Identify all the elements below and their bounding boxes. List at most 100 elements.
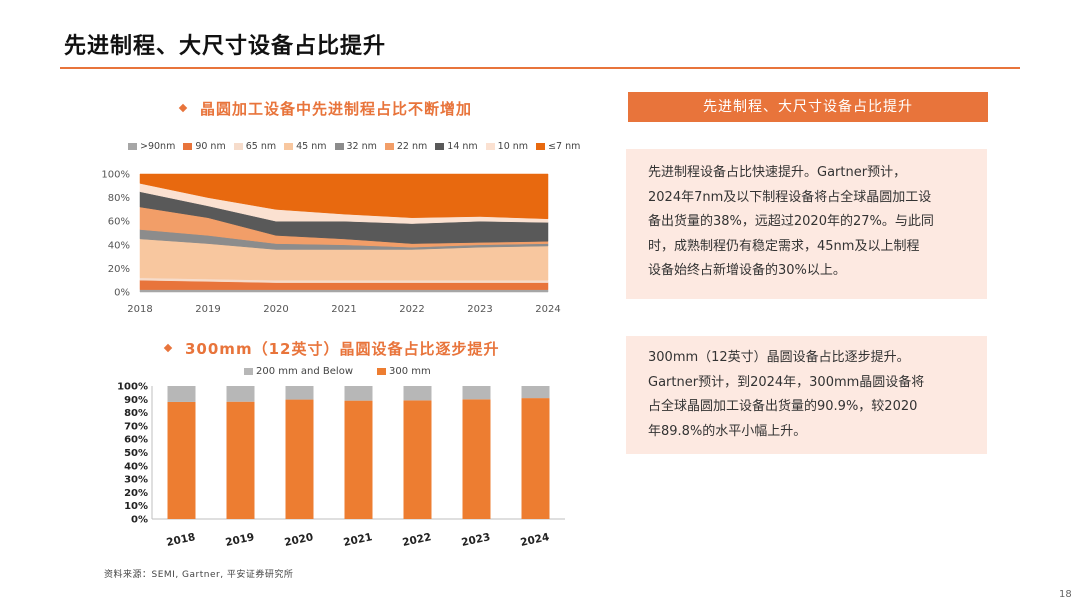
y-tick-label: 80% — [108, 193, 130, 204]
summary-line: Gartner预计，到2024年，300mm晶圆设备将 — [648, 374, 925, 390]
bar-chart-title: 300mm（12英寸）晶圆设备占比逐步提升 — [163, 338, 500, 359]
legend-swatch — [435, 143, 445, 150]
y-tick-label: 20% — [124, 488, 148, 499]
y-tick-label: 90% — [124, 395, 148, 406]
bar-segment — [521, 386, 550, 399]
summary-line: 先进制程设备占比快速提升。Gartner预计， — [648, 165, 907, 180]
legend-label: 32 nm — [346, 141, 377, 152]
y-tick-label: 60% — [108, 217, 130, 228]
legend-item: ≤7 nm — [536, 141, 580, 152]
summary-line: 备出货量的38%，远超过2020年的27%。与此同 — [648, 214, 934, 229]
legend-swatch — [334, 143, 344, 150]
y-tick-label: 70% — [124, 421, 148, 432]
y-tick-label: 40% — [108, 240, 130, 251]
x-tick-label: 2024 — [519, 531, 550, 549]
x-tick-label: 2020 — [263, 304, 288, 315]
bar-segment — [344, 400, 373, 519]
bar-segment — [285, 386, 314, 400]
y-tick-label: 100% — [117, 382, 148, 393]
legend-swatch — [485, 143, 495, 150]
x-tick-label: 2022 — [399, 304, 424, 315]
legend-label: 90 nm — [195, 141, 226, 152]
diamond-bullet-icon — [178, 103, 188, 112]
page-number: 18 — [1059, 589, 1072, 600]
legend-label: 14 nm — [447, 141, 478, 152]
bar-segment — [285, 399, 314, 519]
x-tick-label: 2019 — [195, 304, 220, 315]
area-series — [139, 289, 549, 293]
legend-item: 22 nm — [384, 141, 428, 152]
legend-swatch — [284, 143, 294, 150]
bar-segment — [226, 401, 255, 519]
bar-chart: 0% 10% 20% 30% 40% 50% 60% 70% 80% 90% 100% 2018 201… — [117, 382, 565, 549]
x-tick-label: 2018 — [165, 531, 196, 549]
legend-label: 22 nm — [396, 141, 428, 152]
x-tick-label: 2024 — [535, 304, 560, 315]
legend-swatch — [183, 143, 193, 150]
legend-swatch — [536, 143, 546, 150]
legend-label: 200 mm and Below — [256, 366, 354, 377]
legend-item: 14 nm — [435, 141, 478, 152]
x-tick-label: 2019 — [224, 531, 255, 549]
panel-header: 先进制程、大尺寸设备占比提升 — [628, 92, 988, 122]
legend-label: 300 mm — [389, 366, 431, 377]
legend-swatch — [128, 143, 137, 150]
y-tick-label: 0% — [114, 288, 130, 299]
area-chart: 0% 20% 40% 60% 80% 100% 2018 2019 2020 2021 2022 20… — [101, 170, 560, 316]
bar-segment — [521, 398, 550, 519]
bar-chart-title-text: 300mm（12英寸）晶圆设备占比逐步提升 — [185, 340, 500, 358]
summary-line: 300mm（12英寸）晶圆设备占比逐步提升。 — [648, 350, 910, 365]
area-chart-title: 晶圆加工设备中先进制程占比不断增加 — [178, 98, 473, 119]
area-series — [139, 173, 549, 220]
legend-swatch — [384, 143, 394, 150]
legend-item: 65 nm — [233, 141, 277, 152]
legend-item: 90 nm — [183, 141, 226, 152]
bar-segment — [226, 386, 255, 402]
y-tick-label: 80% — [124, 408, 148, 419]
summary-line: 占全球晶圆加工设备出货量的90.9%，较2020 — [648, 399, 918, 414]
bar-segment — [462, 399, 491, 519]
legend-swatch — [244, 368, 253, 375]
y-tick-label: 100% — [101, 170, 130, 181]
legend-label: 65 nm — [245, 141, 277, 152]
summary-line: 2024年7nm及以下制程设备将占全球晶圆加工设 — [648, 189, 932, 205]
legend-label: 45 nm — [296, 141, 327, 152]
bar-chart-legend: 200 mm and Below 300 mm — [244, 366, 431, 377]
area-chart-legend: >90nm 90 nm 65 nm 45 nm 32 nm 22 nm 14 nm 10 nm… — [128, 141, 580, 152]
legend-item: 32 nm — [334, 141, 377, 152]
summary-box-advanced-nodes: 先进制程设备占比快速提升。Gartner预计， 2024年7nm及以下制程设备将… — [626, 149, 987, 299]
y-tick-label: 30% — [124, 475, 148, 486]
legend-item: 300 mm — [377, 366, 431, 377]
summary-box-300mm: 300mm（12英寸）晶圆设备占比逐步提升。 Gartner预计，到2024年，… — [626, 336, 987, 454]
bar-segment — [167, 386, 196, 402]
y-tick-label: 0% — [131, 515, 148, 526]
x-tick-label: 2020 — [283, 531, 314, 549]
x-tick-label: 2023 — [460, 531, 491, 549]
source-note: 资料来源：SEMI, Gartner, 平安证券研究所 — [104, 570, 294, 580]
bar-segment — [403, 400, 432, 519]
legend-item: 45 nm — [284, 141, 327, 152]
bar-segment — [344, 386, 373, 401]
legend-label: >90nm — [140, 141, 176, 152]
x-tick-label: 2018 — [127, 304, 152, 315]
x-tick-label: 2021 — [331, 304, 356, 315]
legend-item: >90nm — [128, 141, 175, 152]
legend-swatch — [233, 143, 243, 150]
summary-line: 年89.8%的水平小幅上升。 — [648, 423, 807, 439]
y-tick-label: 40% — [124, 461, 148, 472]
legend-item: 10 nm — [485, 141, 529, 152]
bar-segment — [403, 386, 432, 401]
diamond-bullet-icon — [163, 343, 173, 352]
area-chart-title-text: 晶圆加工设备中先进制程占比不断增加 — [200, 100, 473, 118]
summary-line: 时，成熟制程仍有稳定需求，45nm及以上制程 — [648, 238, 920, 254]
y-tick-label: 10% — [124, 501, 148, 512]
title-divider — [60, 67, 1020, 69]
y-tick-label: 50% — [124, 448, 148, 459]
y-tick-label: 60% — [124, 435, 148, 446]
legend-swatch — [377, 368, 387, 375]
legend-label: 10 nm — [497, 141, 529, 152]
x-tick-label: 2023 — [467, 304, 492, 315]
bar-segment — [462, 386, 491, 400]
x-tick-label: 2022 — [401, 531, 432, 549]
legend-label: ≤7 nm — [548, 141, 581, 152]
